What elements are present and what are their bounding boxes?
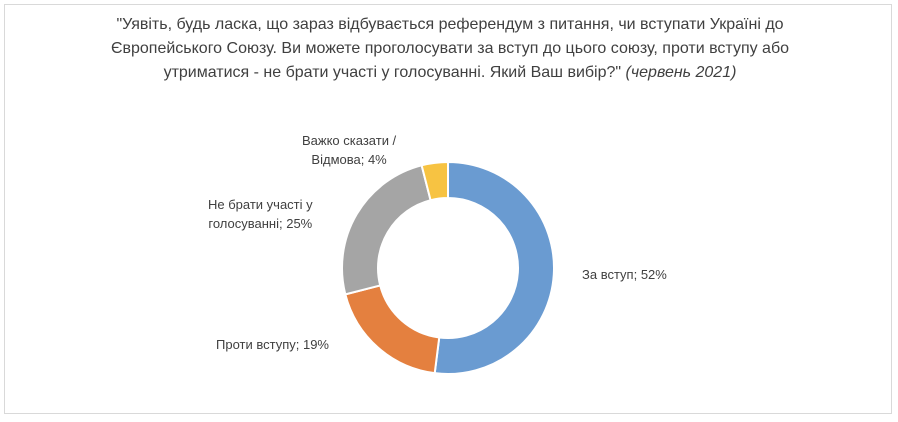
chart-subtitle: (червень 2021) — [625, 64, 737, 81]
slice-ne-braty-uchasti — [341, 164, 432, 296]
slice-label-za-vstup: За вступ; 52% — [582, 267, 667, 282]
slice-label-ne-braty-uchasti: Не брати участі у голосуванні; 25% — [208, 197, 313, 231]
chart-title: "Уявіть, будь ласка, що зараз відбуваєть… — [95, 13, 805, 85]
slice-proty-vstupu — [344, 284, 441, 375]
slice-label-vazhko-skazaty: Важко сказати / Відмова; 4% — [302, 133, 397, 167]
slice-za-vstup — [433, 160, 555, 375]
slice-label-proty-vstupu: Проти вступу; 19% — [216, 337, 329, 352]
donut-slices — [341, 160, 555, 375]
slice-vazhko-skazaty — [420, 160, 449, 202]
chart-title-text: "Уявіть, будь ласка, що зараз відбуваєть… — [110, 16, 790, 81]
